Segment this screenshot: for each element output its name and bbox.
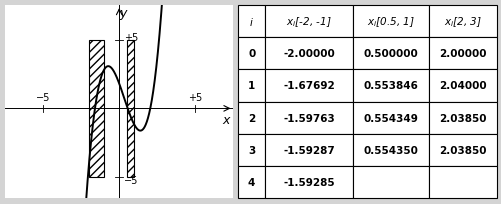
Text: y: y — [119, 7, 126, 19]
Text: −5: −5 — [36, 93, 50, 103]
Text: x: x — [221, 113, 229, 126]
Text: +5: +5 — [188, 93, 202, 103]
Text: −5: −5 — [124, 175, 138, 185]
Text: +5: +5 — [124, 33, 138, 43]
Bar — [89, 40, 104, 177]
Bar — [127, 40, 134, 177]
